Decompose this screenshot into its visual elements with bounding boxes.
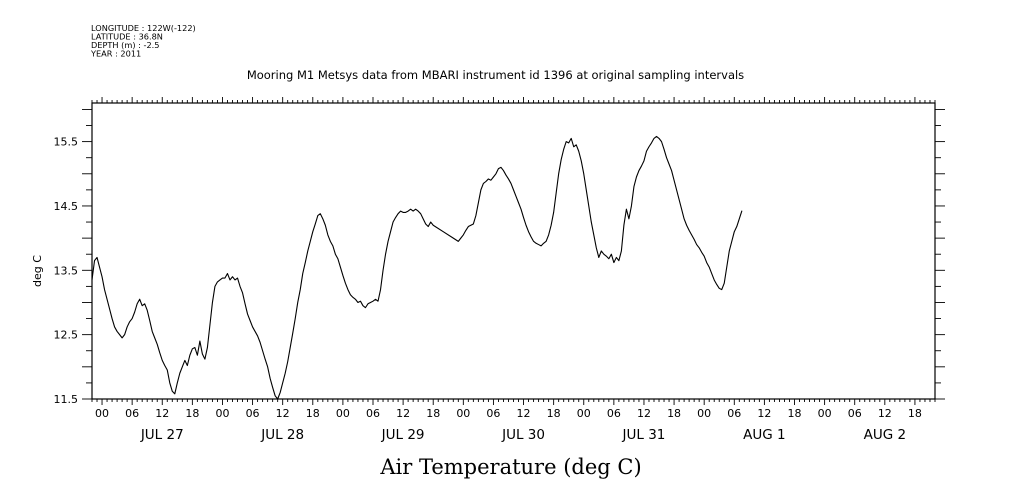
x-hour-label: 12 bbox=[878, 407, 892, 420]
x-hour-label: 00 bbox=[95, 407, 109, 420]
x-hour-label: 18 bbox=[908, 407, 922, 420]
x-axis-title: Air Temperature (deg C) bbox=[379, 455, 641, 479]
x-hour-label: 18 bbox=[185, 407, 199, 420]
x-hour-label: 00 bbox=[456, 407, 470, 420]
x-hour-label: 00 bbox=[215, 407, 229, 420]
x-hour-label: 18 bbox=[547, 407, 561, 420]
x-hour-label: 12 bbox=[396, 407, 410, 420]
x-day-label: JUL 30 bbox=[501, 427, 545, 443]
x-hour-label: 12 bbox=[637, 407, 651, 420]
metadata-line: DEPTH (m) : -2.5 bbox=[91, 40, 159, 50]
x-hour-label: 06 bbox=[848, 407, 862, 420]
y-axis-label: deg C bbox=[31, 255, 44, 287]
x-hour-label: 06 bbox=[727, 407, 741, 420]
x-hour-label: 00 bbox=[336, 407, 350, 420]
x-day-label: JUL 27 bbox=[140, 427, 184, 443]
plot-frame bbox=[91, 102, 936, 400]
x-hour-label: 12 bbox=[757, 407, 771, 420]
x-hour-label: 12 bbox=[155, 407, 169, 420]
metadata-line: YEAR : 2011 bbox=[90, 49, 141, 59]
y-tick-label: 11.5 bbox=[54, 393, 79, 406]
x-hour-label: 06 bbox=[366, 407, 380, 420]
x-day-label: JUL 29 bbox=[381, 427, 425, 443]
y-tick-label: 12.5 bbox=[54, 329, 79, 342]
x-hour-label: 06 bbox=[486, 407, 500, 420]
y-tick-label: 15.5 bbox=[54, 136, 79, 149]
x-day-label: AUG 2 bbox=[864, 427, 906, 443]
x-hour-label: 12 bbox=[276, 407, 290, 420]
metadata-line: LONGITUDE : 122W(-122) bbox=[91, 23, 196, 33]
x-hour-label: 00 bbox=[818, 407, 832, 420]
series-line bbox=[91, 135, 743, 400]
x-hour-label: 06 bbox=[125, 407, 139, 420]
x-hour-label: 18 bbox=[667, 407, 681, 420]
x-hour-label: 00 bbox=[697, 407, 711, 420]
y-tick-label: 14.5 bbox=[54, 200, 79, 213]
metadata-line: LATITUDE : 36.8N bbox=[91, 32, 163, 42]
x-hour-label: 12 bbox=[517, 407, 531, 420]
x-hour-label: 06 bbox=[607, 407, 621, 420]
chart-title: Mooring M1 Metsys data from MBARI instru… bbox=[247, 68, 744, 82]
x-hour-label: 06 bbox=[246, 407, 260, 420]
x-hour-label: 18 bbox=[306, 407, 320, 420]
y-tick-label: 13.5 bbox=[54, 264, 79, 277]
x-hour-label: 00 bbox=[577, 407, 591, 420]
x-day-label: JUL 28 bbox=[260, 427, 304, 443]
x-day-label: AUG 1 bbox=[743, 427, 785, 443]
x-hour-label: 18 bbox=[426, 407, 440, 420]
x-day-label: JUL 31 bbox=[622, 427, 666, 443]
x-hour-label: 18 bbox=[788, 407, 802, 420]
